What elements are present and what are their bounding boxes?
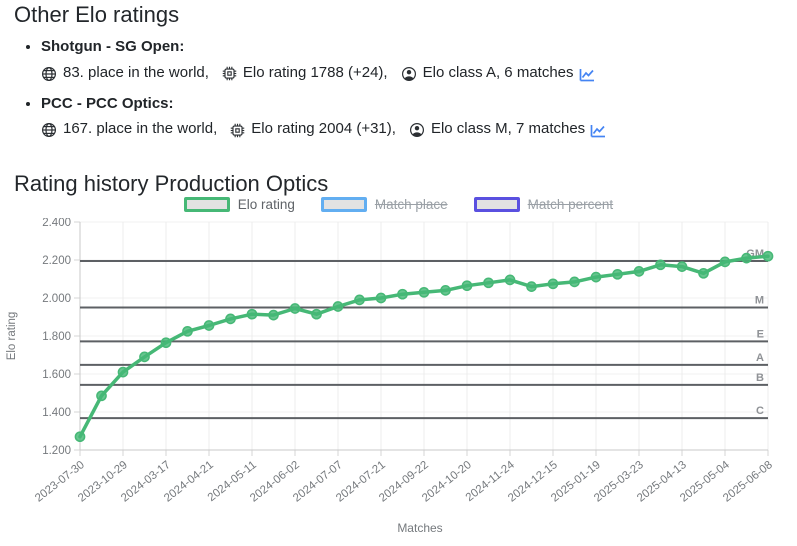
legend-item-match-percent[interactable]: Match percent (473, 197, 614, 212)
y-tick-label: 2.400 (42, 218, 71, 229)
discipline-title: Shotgun - SG Open: (41, 38, 185, 55)
cpu-icon (230, 123, 245, 138)
legend-item-match-place[interactable]: Match place (320, 197, 448, 212)
data-point[interactable] (676, 261, 688, 272)
y-tick-label: 2.200 (42, 255, 71, 267)
y-tick-label: 1.600 (42, 369, 71, 381)
data-point[interactable] (418, 286, 430, 298)
chart-title: Rating history Production Optics (14, 171, 329, 196)
legend-swatch (183, 197, 230, 212)
data-point[interactable] (160, 337, 172, 349)
data-point[interactable] (504, 274, 516, 286)
data-point[interactable] (96, 390, 107, 402)
data-point[interactable] (182, 325, 193, 337)
y-axis-title: Elo rating (6, 312, 18, 361)
elo-text: Elo rating 1788 (+24), (242, 63, 388, 81)
data-point[interactable] (139, 351, 150, 363)
data-point[interactable] (633, 266, 645, 277)
class-label: C (756, 405, 764, 417)
y-tick-label: 1.200 (42, 445, 71, 457)
legend-label: Match percent (527, 197, 614, 212)
data-point[interactable] (289, 303, 301, 314)
class-label: E (757, 328, 764, 340)
data-point[interactable] (719, 256, 731, 268)
y-tick-label: 1.400 (42, 407, 71, 419)
class-label: A (756, 352, 764, 364)
data-point[interactable] (225, 313, 236, 325)
class-text: Elo class M, 7 matches (430, 120, 586, 138)
elo-rating-history-chart[interactable]: GMMEABC2.4002.2002.0001.8001.6001.4001.2… (0, 218, 797, 546)
class-label: M (755, 295, 764, 307)
person-icon (409, 122, 425, 138)
list-item: PCC - PCC Optics: 167. place in the worl… (41, 93, 797, 141)
data-point[interactable] (397, 288, 408, 300)
data-point[interactable] (590, 271, 602, 283)
x-axis-title: Matches (397, 521, 442, 535)
list-item: Shotgun - SG Open: 83. place in the worl… (41, 36, 797, 84)
discipline-title: PCC - PCC Optics: (41, 94, 174, 112)
person-icon (401, 66, 417, 82)
data-point[interactable] (375, 292, 387, 304)
place-text: 83. place in the world, (63, 63, 209, 81)
data-point[interactable] (547, 278, 559, 290)
cpu-icon (222, 66, 237, 81)
discipline-detail: 83. place in the world, Elo rating 1788 … (41, 62, 797, 84)
data-point[interactable] (483, 277, 494, 289)
data-point[interactable] (354, 294, 365, 306)
legend-item-elo-rating[interactable]: Elo rating (183, 197, 295, 212)
data-point[interactable] (655, 259, 666, 271)
globe-icon (41, 122, 57, 138)
chart-legend: Elo rating Match place Match percent (0, 197, 797, 212)
page-content: Other Elo ratings Shotgun - SG Open: 83.… (0, 0, 797, 197)
y-tick-label: 1.800 (42, 331, 71, 343)
legend-label: Match place (374, 197, 448, 212)
class-label: B (756, 372, 764, 384)
other-ratings-list: Shotgun - SG Open: 83. place in the worl… (14, 36, 797, 140)
data-point[interactable] (203, 320, 215, 331)
data-point[interactable] (268, 309, 279, 321)
data-point[interactable] (698, 267, 709, 279)
data-point[interactable] (74, 431, 86, 443)
data-point[interactable] (741, 252, 752, 264)
legend-swatch (473, 197, 520, 212)
data-point[interactable] (332, 301, 344, 312)
elo-text: Elo rating 2004 (+31), (251, 120, 396, 138)
line-chart-icon[interactable] (578, 67, 596, 83)
data-point[interactable] (117, 366, 129, 378)
page-title: Other Elo ratings (14, 2, 180, 27)
data-point[interactable] (526, 281, 537, 292)
legend-label: Elo rating (237, 197, 295, 212)
class-text: Elo class A, 6 matches (422, 63, 574, 81)
data-point[interactable] (569, 276, 580, 288)
discipline-detail: 167. place in the world, Elo rating 2004… (41, 118, 797, 140)
line-chart-icon[interactable] (589, 123, 607, 139)
data-point[interactable] (246, 308, 258, 320)
globe-icon (41, 66, 57, 82)
place-text: 167. place in the world, (63, 120, 218, 138)
data-point[interactable] (311, 308, 322, 320)
data-point[interactable] (762, 250, 774, 262)
data-point[interactable] (612, 268, 623, 280)
data-point[interactable] (440, 285, 451, 296)
y-tick-label: 2.000 (42, 293, 71, 305)
legend-swatch (320, 197, 367, 212)
data-point[interactable] (461, 280, 473, 292)
